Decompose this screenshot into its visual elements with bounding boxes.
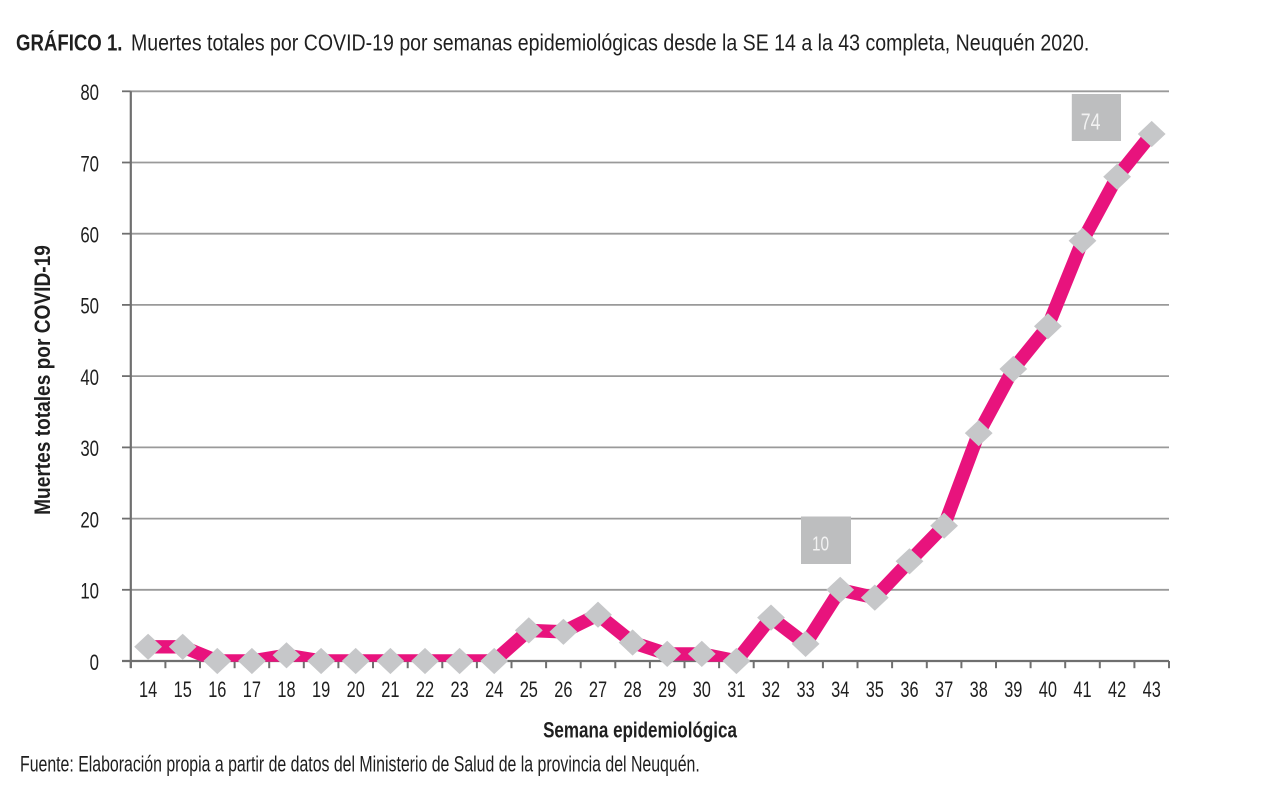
svg-text:70: 70 [80, 152, 99, 177]
svg-text:41: 41 [1073, 678, 1091, 703]
svg-text:10: 10 [812, 533, 829, 555]
svg-text:80: 80 [80, 81, 99, 106]
svg-text:Fuente: Elaboración propia a p: Fuente: Elaboración propia a partir de d… [20, 753, 700, 777]
svg-text:20: 20 [347, 678, 365, 703]
svg-text:Semana epidemiológica: Semana epidemiológica [543, 719, 737, 744]
svg-text:GRÁFICO 1.: GRÁFICO 1. [16, 28, 122, 56]
svg-text:35: 35 [866, 678, 884, 703]
svg-text:27: 27 [589, 678, 607, 703]
svg-text:21: 21 [381, 678, 399, 703]
svg-text:40: 40 [1039, 678, 1057, 703]
svg-text:32: 32 [762, 678, 780, 703]
svg-text:28: 28 [624, 678, 642, 703]
svg-text:19: 19 [312, 678, 330, 703]
svg-text:25: 25 [520, 678, 538, 703]
svg-text:40: 40 [80, 366, 99, 391]
svg-text:Muertes totales por COVID-19: Muertes totales por COVID-19 [31, 245, 55, 515]
svg-text:23: 23 [451, 678, 469, 703]
svg-text:42: 42 [1108, 678, 1126, 703]
svg-text:34: 34 [831, 678, 849, 703]
svg-text:30: 30 [80, 437, 99, 462]
svg-text:18: 18 [277, 678, 295, 703]
svg-text:Muertes totales por COVID-19 p: Muertes totales por COVID-19 por semanas… [131, 29, 1089, 56]
svg-text:0: 0 [90, 651, 99, 676]
svg-text:20: 20 [80, 508, 99, 533]
svg-text:15: 15 [174, 678, 192, 703]
svg-text:10: 10 [80, 579, 99, 604]
svg-text:43: 43 [1143, 678, 1161, 703]
svg-text:38: 38 [970, 678, 988, 703]
svg-text:30: 30 [693, 678, 711, 703]
svg-text:22: 22 [416, 678, 434, 703]
svg-text:39: 39 [1004, 678, 1022, 703]
svg-text:50: 50 [80, 294, 99, 319]
svg-text:74: 74 [1081, 109, 1101, 135]
svg-text:14: 14 [139, 678, 157, 703]
svg-text:37: 37 [935, 678, 953, 703]
svg-text:36: 36 [900, 678, 918, 703]
svg-text:31: 31 [727, 678, 745, 703]
svg-text:17: 17 [243, 678, 261, 703]
svg-text:26: 26 [554, 678, 572, 703]
svg-text:60: 60 [80, 223, 99, 248]
svg-text:16: 16 [208, 678, 226, 703]
svg-text:24: 24 [485, 678, 503, 703]
svg-text:33: 33 [797, 678, 815, 703]
svg-text:29: 29 [658, 678, 676, 703]
